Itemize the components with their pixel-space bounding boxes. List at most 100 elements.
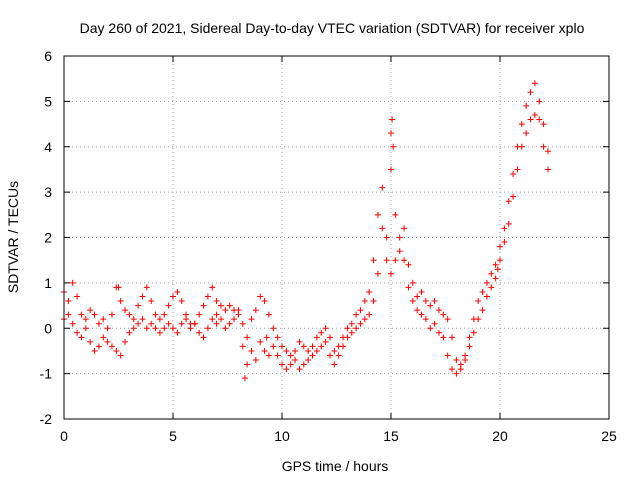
data-point <box>435 307 442 314</box>
data-point <box>353 325 360 332</box>
data-point <box>518 143 525 150</box>
data-point <box>200 302 207 309</box>
data-point <box>494 266 501 273</box>
data-points <box>61 80 551 382</box>
data-point <box>78 334 85 341</box>
data-point <box>401 225 408 232</box>
data-point <box>409 298 416 305</box>
y-tick-label: 0 <box>44 320 52 336</box>
data-point <box>497 243 503 250</box>
data-point <box>252 307 259 314</box>
data-point <box>457 366 464 373</box>
data-point <box>152 325 159 332</box>
data-point <box>257 338 264 345</box>
data-point <box>479 307 486 314</box>
data-point <box>226 320 233 327</box>
data-point <box>244 334 251 341</box>
data-point <box>200 334 207 341</box>
data-point <box>466 334 473 341</box>
data-point <box>156 316 163 323</box>
data-point <box>379 225 386 232</box>
data-point <box>501 239 508 246</box>
data-point <box>374 270 381 277</box>
data-point <box>305 357 312 364</box>
data-point <box>536 98 543 105</box>
data-point <box>405 284 412 291</box>
data-point <box>74 329 81 336</box>
data-point <box>213 298 220 305</box>
data-point <box>165 302 172 309</box>
data-point <box>91 311 98 318</box>
data-point <box>505 220 512 227</box>
data-point <box>405 261 412 268</box>
data-point <box>383 257 390 264</box>
data-point <box>274 352 281 359</box>
data-point <box>540 121 547 128</box>
data-point <box>248 316 255 323</box>
data-point <box>531 111 538 118</box>
data-point <box>388 270 394 277</box>
data-point <box>82 316 89 323</box>
data-point <box>126 311 133 318</box>
data-point <box>292 357 299 364</box>
data-point <box>222 325 229 332</box>
y-axis-label: SDTVAR / TECUs <box>5 181 21 293</box>
data-point <box>344 325 351 332</box>
data-point <box>340 343 347 350</box>
data-point <box>396 248 403 255</box>
data-point <box>257 293 264 300</box>
data-point <box>261 347 268 354</box>
data-point <box>231 316 238 323</box>
data-point <box>536 116 543 123</box>
data-point <box>527 89 534 96</box>
data-point <box>65 298 72 305</box>
x-tick-label: 10 <box>274 428 290 444</box>
data-point <box>204 293 211 300</box>
axis-ticks: 0 5 10 15 20 25 -2 -1 0 1 2 3 4 5 6 <box>40 48 617 444</box>
data-point <box>518 121 525 128</box>
data-point <box>213 311 220 318</box>
data-point <box>117 298 124 305</box>
data-point <box>331 347 338 354</box>
data-point <box>322 338 329 345</box>
y-tick-label: -2 <box>40 411 53 427</box>
data-point <box>274 334 281 341</box>
x-tick-label: 5 <box>169 428 177 444</box>
data-point <box>135 320 142 327</box>
data-point <box>396 234 403 241</box>
data-point <box>348 329 355 336</box>
data-point <box>113 347 120 354</box>
data-point <box>479 288 486 295</box>
x-tick-label: 20 <box>492 428 508 444</box>
data-point <box>87 338 94 345</box>
data-point <box>279 361 285 368</box>
data-point <box>283 366 290 373</box>
x-tick-label: 25 <box>601 428 617 444</box>
data-point <box>95 320 102 327</box>
data-point <box>492 261 499 268</box>
data-point <box>69 320 76 327</box>
data-point <box>357 320 364 327</box>
data-point <box>449 366 456 373</box>
data-point <box>383 234 390 241</box>
data-point <box>204 325 211 332</box>
data-point <box>152 311 159 318</box>
data-point <box>388 130 394 137</box>
data-point <box>213 320 220 327</box>
data-point <box>161 325 168 332</box>
x-axis-label: GPS time / hours <box>282 458 389 474</box>
y-tick-label: 2 <box>44 230 52 246</box>
data-point <box>187 325 194 332</box>
data-point <box>366 288 373 295</box>
plot-frame <box>63 55 610 420</box>
data-point <box>331 361 338 368</box>
data-point <box>390 143 397 150</box>
data-point <box>414 293 421 300</box>
data-point <box>309 352 316 359</box>
data-point <box>361 298 368 305</box>
data-point <box>148 298 155 305</box>
data-point <box>104 325 111 332</box>
data-point <box>209 284 216 291</box>
data-point <box>265 311 272 318</box>
data-point <box>422 298 429 305</box>
